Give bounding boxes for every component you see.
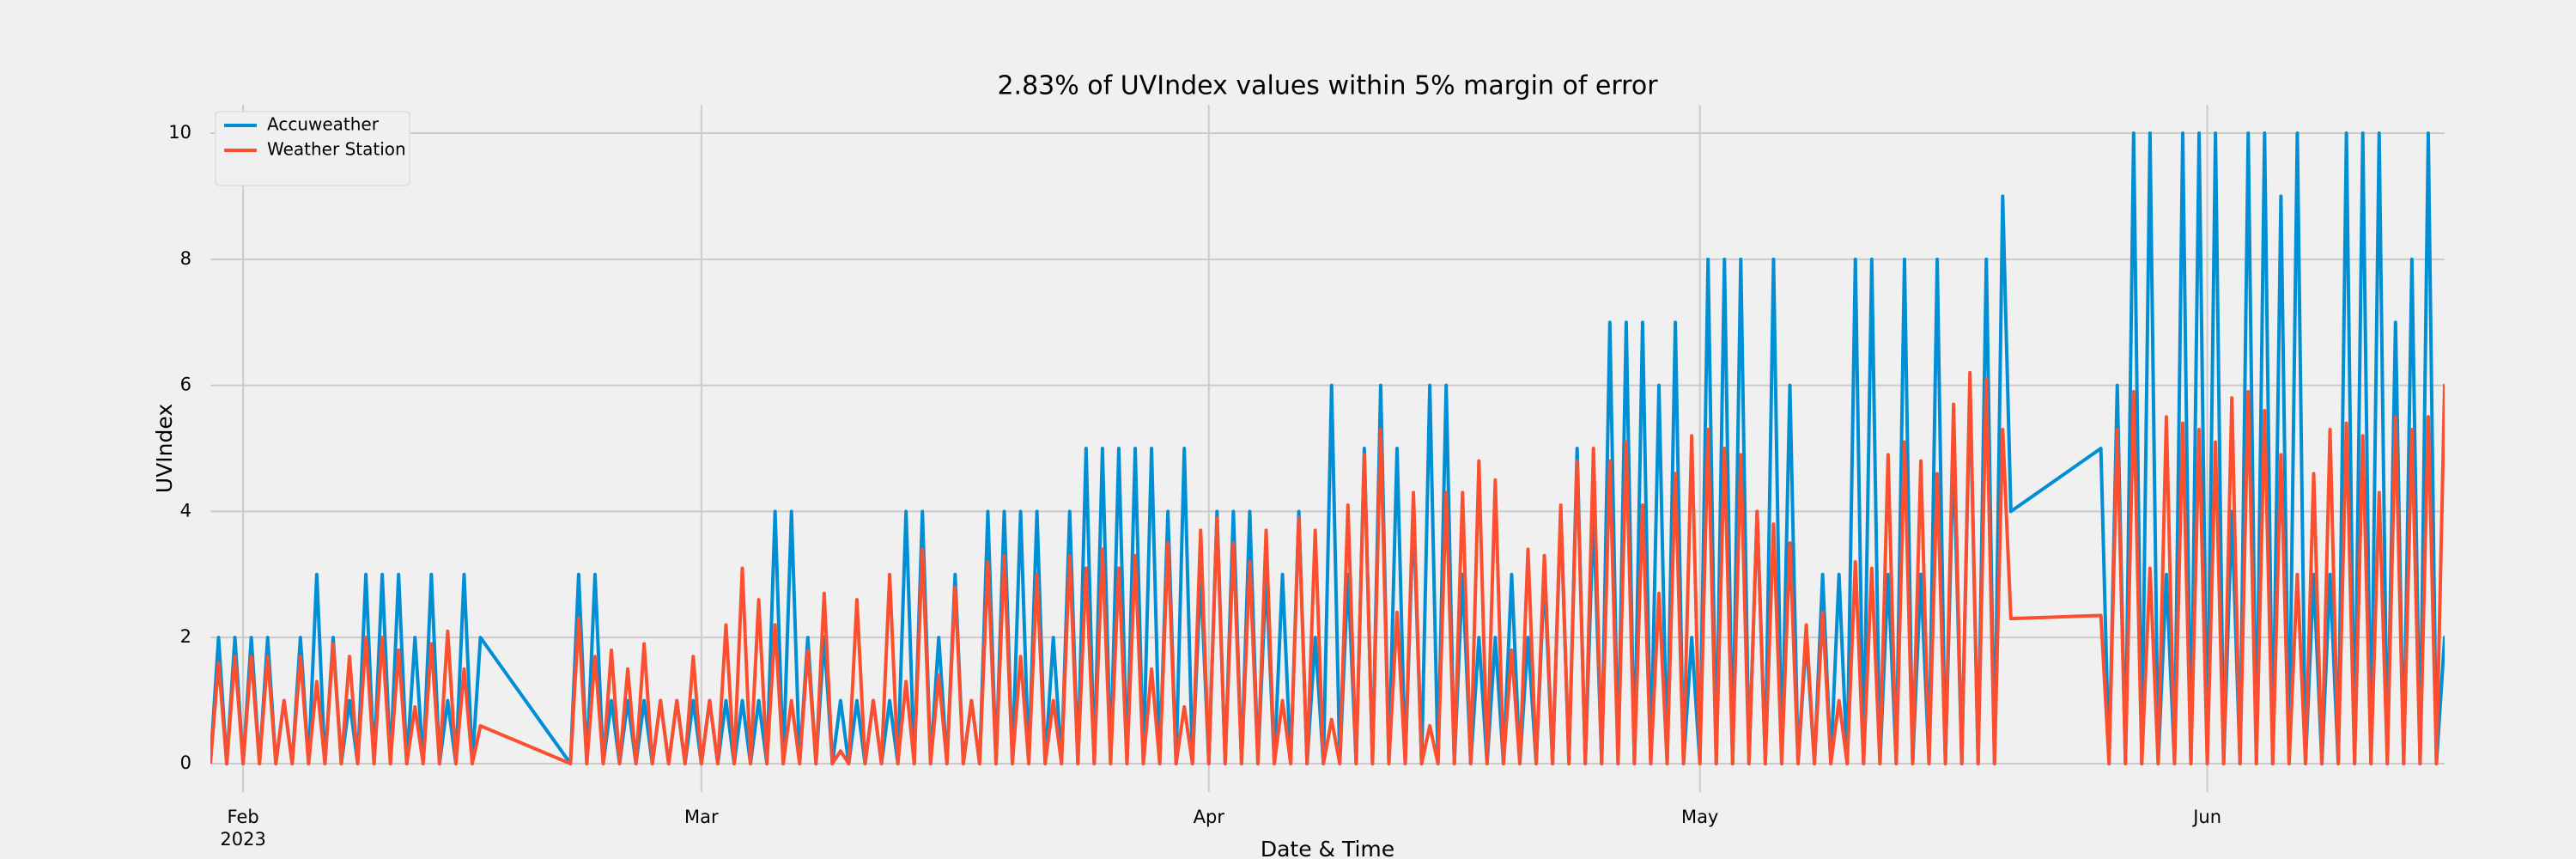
y-tick-label: 6 xyxy=(180,375,191,395)
legend: Accuweather Weather Station xyxy=(215,111,410,186)
x-tick-label: Apr xyxy=(1193,807,1224,827)
y-tick-label: 0 xyxy=(180,752,191,773)
y-tick-label: 2 xyxy=(180,626,191,647)
y-axis-label: UVIndex xyxy=(152,404,177,493)
chart-title: 2.83% of UVIndex values within 5% margin… xyxy=(997,71,1658,101)
x-tick-label: May xyxy=(1680,807,1719,827)
x-tick-label: Mar xyxy=(684,807,719,827)
legend-label: Accuweather xyxy=(267,114,380,135)
y-tick-label: 4 xyxy=(180,500,191,521)
y-tick-label: 8 xyxy=(180,248,191,269)
legend-label: Weather Station xyxy=(267,139,406,160)
y-tick-label: 10 xyxy=(168,122,191,143)
legend-box xyxy=(215,111,410,186)
x-axis-label: Date & Time xyxy=(1261,837,1394,859)
x-tick-label: Jun xyxy=(2193,807,2221,827)
data-line xyxy=(210,370,2445,765)
x-tick-label: Feb 2023 xyxy=(220,807,266,850)
plot-area xyxy=(210,131,2445,765)
